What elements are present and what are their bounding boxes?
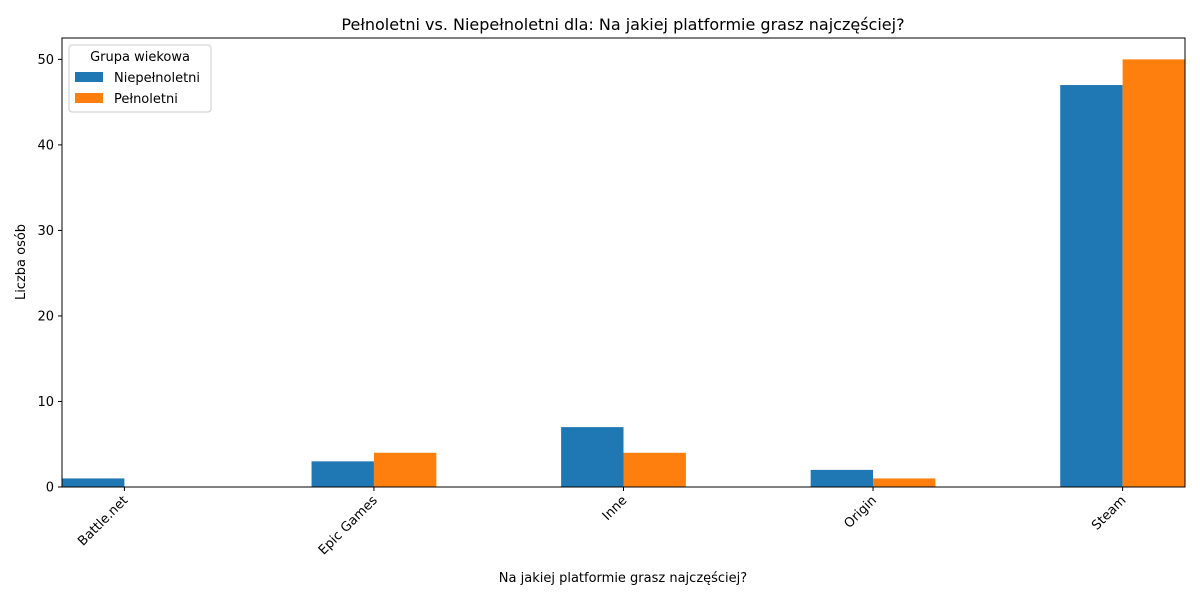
legend-box <box>68 44 212 113</box>
y-tick-label-20: 20 <box>37 309 54 324</box>
x-tick-label-origin: Origin <box>841 493 879 531</box>
legend-swatch-niepelnoletni <box>75 72 103 82</box>
legend-label-niepelnoletni: Niepełnoletni <box>114 71 200 86</box>
bar-niepelnoletni-epic-games <box>311 461 374 487</box>
legend-title: Grupa wiekowa <box>90 50 190 65</box>
bar-pelnoletni-epic-games <box>373 452 437 487</box>
x-tick-label-epic-games: Epic Games <box>316 493 381 558</box>
y-axis: 0 10 20 30 40 50 <box>37 53 62 496</box>
x-axis: Battle.net Epic Games Inne Origin Steam <box>75 487 1129 558</box>
bar-pelnoletni-steam <box>1122 59 1185 487</box>
bar-niepelnoletni-battle-net <box>62 478 125 487</box>
y-tick-label-0: 0 <box>46 481 54 496</box>
bars-layer <box>62 59 1185 488</box>
legend-swatch-pelnoletni <box>75 93 103 103</box>
x-tick-label-battle-net: Battle.net <box>75 493 131 549</box>
bar-pelnoletni-inne <box>623 452 686 487</box>
y-tick-label-50: 50 <box>37 53 54 68</box>
y-tick-label-40: 40 <box>37 138 54 153</box>
y-tick-label-30: 30 <box>37 224 54 239</box>
bar-niepelnoletni-origin <box>810 469 874 487</box>
x-axis-label: Na jakiej platformie grasz najczęściej? <box>499 571 747 586</box>
y-axis-label: Liczba osób <box>14 224 29 300</box>
bar-pelnoletni-origin <box>873 478 936 487</box>
bar-niepelnoletni-steam <box>1060 85 1123 488</box>
legend: Grupa wiekowa Niepełnoletni Pełnoletni <box>68 44 212 113</box>
y-tick-label-10: 10 <box>37 395 54 410</box>
legend-label-pelnoletni: Pełnoletni <box>114 92 178 107</box>
x-tick-label-steam: Steam <box>1089 493 1129 533</box>
x-tick-label-inne: Inne <box>600 493 631 524</box>
plot-frame <box>61 37 1186 488</box>
bar-niepelnoletni-inne <box>561 427 624 487</box>
chart-title: Pełnoletni vs. Niepełnoletni dla: Na jak… <box>341 15 904 34</box>
